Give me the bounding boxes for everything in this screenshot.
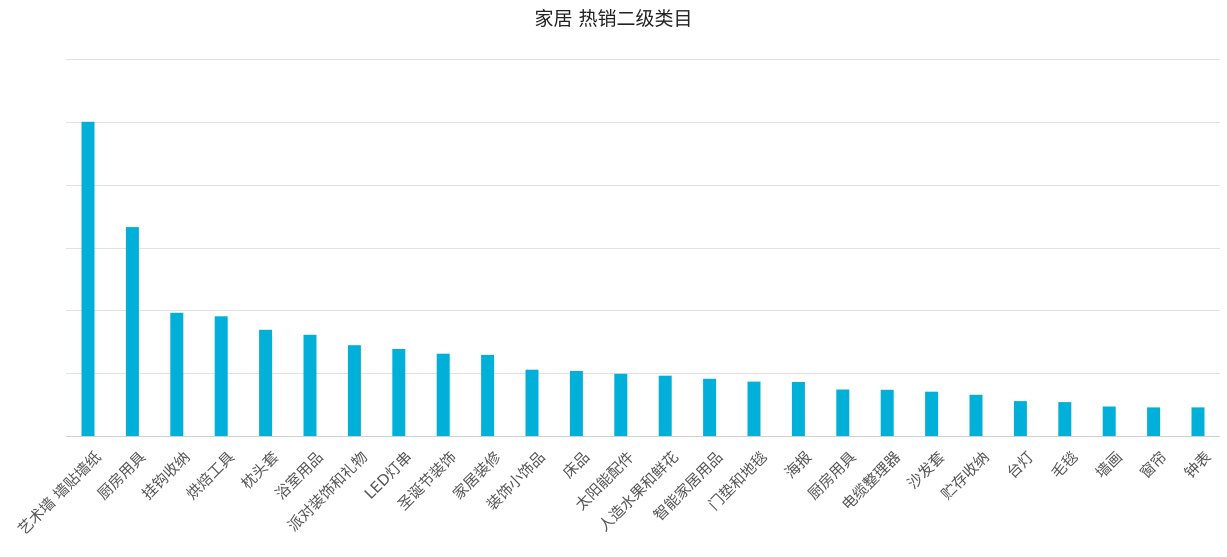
x-tick-label: 钟表 (1181, 448, 1215, 482)
bar (347, 345, 361, 436)
bar (836, 389, 850, 436)
bar (303, 334, 317, 436)
bar (1102, 406, 1116, 436)
bar (170, 312, 184, 436)
bar (125, 227, 139, 436)
bar (525, 369, 539, 436)
bar (214, 316, 228, 436)
x-tick-label: 厨房用具 (94, 448, 149, 503)
bar (791, 382, 805, 436)
x-tick-label: 墙画 (1092, 448, 1126, 482)
bars (81, 121, 1205, 437)
bar (1147, 407, 1161, 436)
x-tick-label: 贮存收纳 (938, 448, 993, 503)
bar (658, 375, 672, 436)
bar (569, 371, 583, 436)
bar (1191, 407, 1205, 436)
bar (259, 329, 273, 436)
bar (481, 354, 495, 436)
x-tick-label: 毛毯 (1048, 448, 1082, 482)
x-tick-label: 海报 (781, 448, 815, 482)
bar (81, 121, 95, 437)
bar (436, 353, 450, 436)
bar (747, 381, 761, 436)
bar (614, 373, 628, 436)
bar (392, 349, 406, 436)
bar (880, 389, 894, 436)
bar (969, 394, 983, 436)
x-tick-label: 台灯 (1003, 448, 1037, 482)
bar (703, 378, 717, 436)
bar (925, 391, 939, 436)
x-tick-label: 派对装饰和礼物 (284, 448, 371, 535)
x-tick-label: 挂钩收纳 (138, 448, 193, 503)
bar (1013, 401, 1027, 436)
bar (1058, 402, 1072, 436)
x-tick-label: 艺术墙 墙贴墙纸 (14, 448, 104, 538)
x-tick-label: 窗帘 (1136, 448, 1170, 482)
chart-title: 家居 热销二级类目 (534, 8, 693, 30)
x-tick-label: 烘焙工具 (183, 448, 238, 503)
x-tick-label: 床品 (559, 448, 593, 482)
gridlines (66, 59, 1220, 437)
